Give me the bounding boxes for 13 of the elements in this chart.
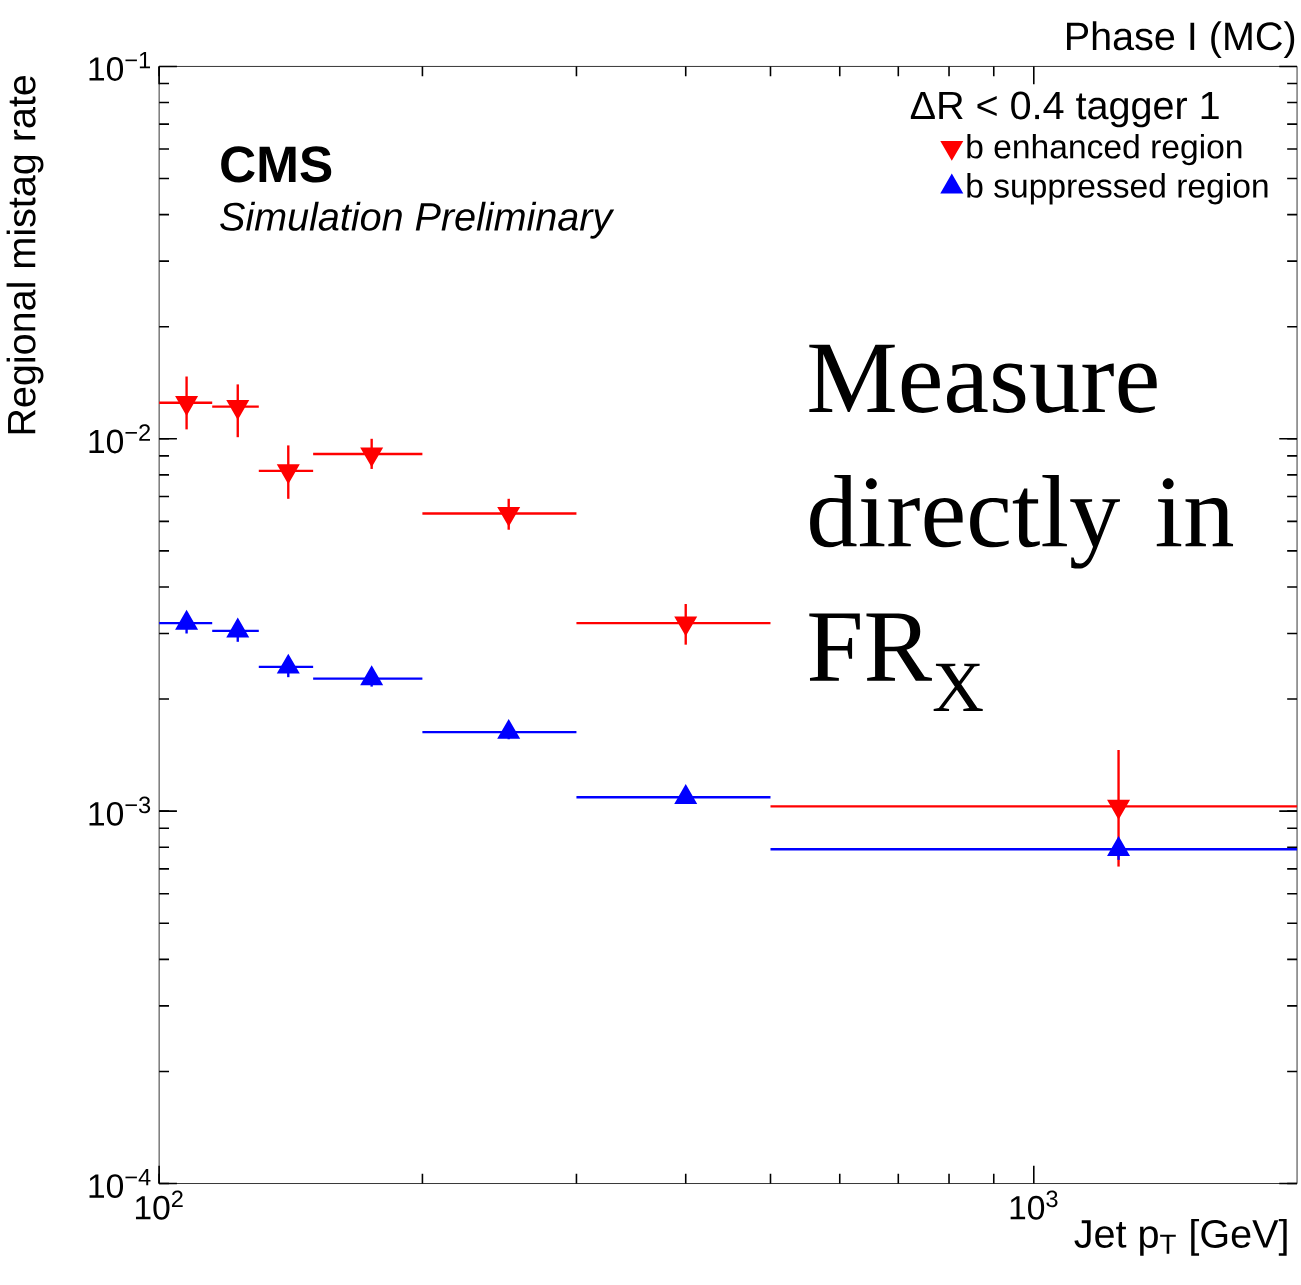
legend-label: b suppressed region [967,173,1268,205]
annotation: CMS [221,146,332,183]
x-axis-title: Jet p$_{T}$ [GeV] [1074,1219,1287,1256]
text: Phase I (MC) [1067,21,1295,59]
y-tick-label: 10$^{−3}$ [89,796,151,826]
y-tick-label: 10$^{−2}$ [89,424,150,454]
legend-label: b enhanced region [967,134,1242,166]
x-tick-label: 10$^{3}$ [1010,1190,1058,1220]
annotation: Simulation Preliminary [220,201,615,239]
legend-title: ΔR < 0.4 tagger 1 [910,91,1219,128]
y-axis-title: Regional mistag rate [6,76,44,434]
y-tick-label: 10$^{−1}$ [89,52,151,82]
annotation: Measure directly in FR$_{X}$ [809,344,1234,712]
